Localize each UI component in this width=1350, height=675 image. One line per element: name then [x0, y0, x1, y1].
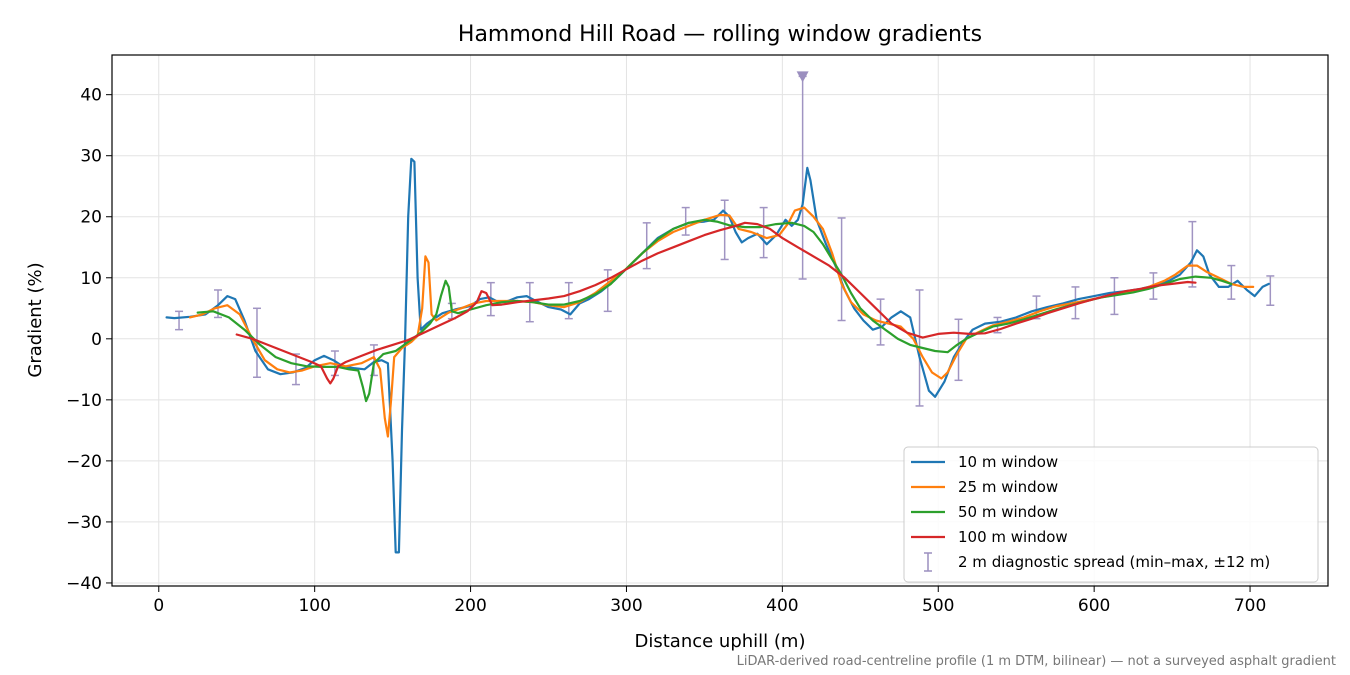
chart-title: Hammond Hill Road — rolling window gradi… — [458, 22, 982, 47]
x-tick-label: 300 — [610, 596, 642, 616]
x-tick-label: 200 — [454, 596, 486, 616]
series-line-2 — [196, 218, 1233, 403]
x-tick-label: 400 — [766, 596, 798, 616]
y-tick-label: 40 — [80, 86, 102, 106]
diagnostic-spread-bar — [603, 269, 612, 313]
legend-label-25m: 25 m window — [958, 478, 1058, 496]
y-axis-label: Gradient (%) — [25, 262, 46, 377]
x-tick-label: 500 — [922, 596, 954, 616]
y-tick-label: 10 — [80, 269, 102, 289]
legend: 10 m window 25 m window 50 m window 100 … — [903, 446, 1319, 583]
x-axis-label: Distance uphill (m) — [635, 631, 806, 652]
legend-label-50m: 50 m window — [958, 503, 1058, 521]
diagnostic-spread-bar — [837, 217, 846, 322]
y-tick-label: 20 — [80, 208, 102, 228]
diagnostic-spread-bar — [175, 310, 184, 331]
y-tick-label: −20 — [66, 452, 102, 472]
y-axis: −40 −30 −20 −10 0 10 20 30 40 — [66, 86, 112, 594]
x-tick-label: 100 — [298, 596, 330, 616]
legend-box — [903, 446, 1319, 583]
diagnostic-spread-bar — [681, 206, 690, 236]
diagnostic-spread-bar — [642, 222, 651, 270]
y-tick-label: 30 — [80, 147, 102, 167]
diagnostic-spread-bar — [1266, 275, 1275, 306]
y-tick-label: 0 — [91, 330, 102, 350]
diagnostic-spread-bar — [759, 206, 768, 259]
footnote: LiDAR-derived road-centreline profile (1… — [737, 654, 1336, 669]
marker-layer — [796, 71, 809, 83]
x-axis: 0 100 200 300 400 500 600 700 — [153, 586, 1266, 616]
y-tick-label: −10 — [66, 391, 102, 411]
legend-label-diagnostic: 2 m diagnostic spread (min–max, ±12 m) — [958, 553, 1270, 571]
series-layer — [165, 157, 1270, 554]
plot-frame — [111, 54, 1329, 587]
legend-label-10m: 10 m window — [958, 453, 1058, 471]
legend-swatch-diagnostic — [924, 552, 932, 572]
series-line-1 — [188, 206, 1255, 438]
spread-clip-marker — [796, 71, 809, 83]
x-tick-label: 600 — [1078, 596, 1110, 616]
x-tick-label: 0 — [153, 596, 164, 616]
diagnostic-spread-bar — [1227, 264, 1236, 300]
y-tick-label: −40 — [66, 574, 102, 594]
x-tick-label: 700 — [1234, 596, 1266, 616]
y-tick-label: −30 — [66, 513, 102, 533]
legend-label-100m: 100 m window — [958, 528, 1068, 546]
series-line-3 — [235, 221, 1197, 385]
